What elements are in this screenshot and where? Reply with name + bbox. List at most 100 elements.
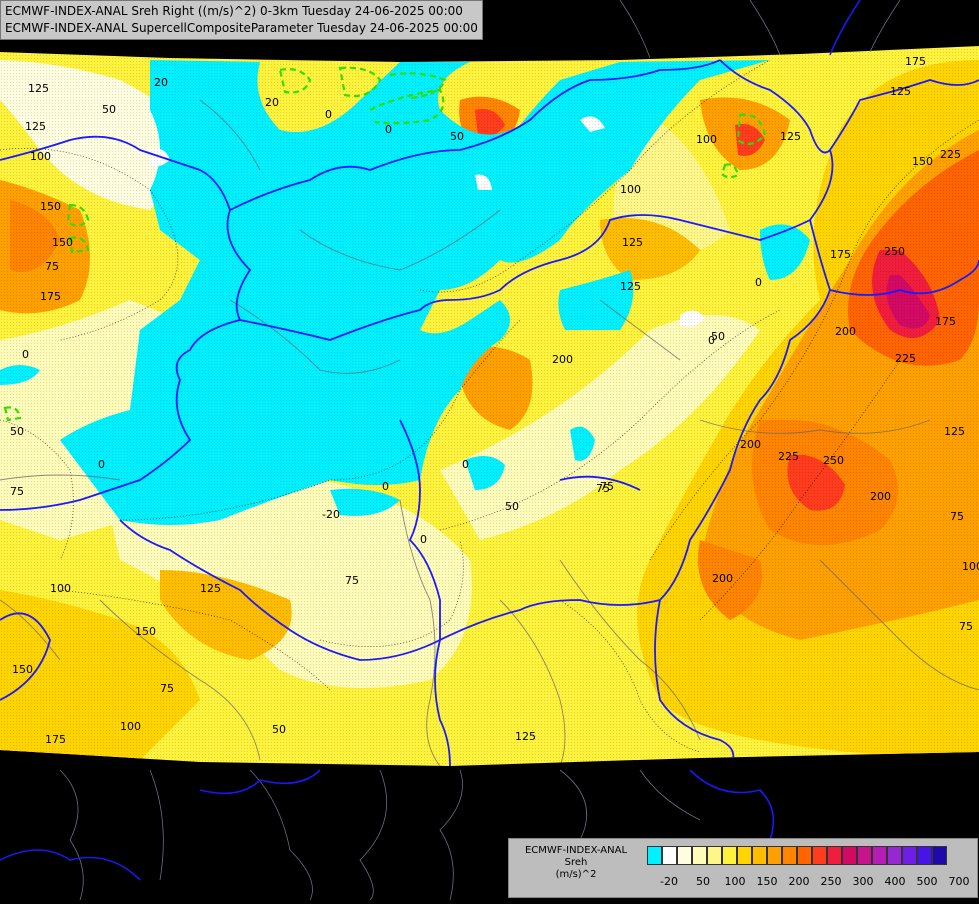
legend-swatch <box>902 846 917 865</box>
contour-label: 100 <box>696 133 717 146</box>
contour-label: 225 <box>895 352 916 365</box>
legend-color-bar <box>647 846 947 865</box>
legend-swatch <box>842 846 857 865</box>
legend-swatch <box>647 846 662 865</box>
legend-title-unit: (m/s)^2 <box>555 869 597 880</box>
contour-label: 50 <box>450 130 464 143</box>
contour-label: 100 <box>50 582 71 595</box>
legend-title: ECMWF-INDEX-ANAL Sreh (m/s)^2 <box>513 845 639 881</box>
legend-tick-label: 50 <box>696 875 710 888</box>
contour-label: 200 <box>552 353 573 366</box>
contour-label: 75 <box>596 482 610 495</box>
legend-swatch <box>782 846 797 865</box>
contour-label: 225 <box>778 450 799 463</box>
contour-label: 0 <box>325 108 332 121</box>
legend-tick-label: 100 <box>724 875 746 888</box>
contour-label: 50 <box>102 103 116 116</box>
contour-label: 150 <box>12 663 33 676</box>
legend-swatch <box>932 846 947 865</box>
contour-label: 75 <box>959 620 973 633</box>
contour-label: 50 <box>711 330 725 343</box>
legend-swatch <box>797 846 812 865</box>
contour-label: 20 <box>154 76 168 89</box>
contour-label: 125 <box>515 730 536 743</box>
header-line-2: ECMWF-INDEX-ANAL SupercellCompositeParam… <box>5 21 478 35</box>
legend-ticks: -20 50 100 150 200 250 300 400 500 700 <box>647 875 977 889</box>
contour-label: 125 <box>944 425 965 438</box>
legend-swatch <box>917 846 932 865</box>
contour-label: 100 <box>30 150 51 163</box>
contour-label: -20 <box>322 508 340 521</box>
color-legend: ECMWF-INDEX-ANAL Sreh (m/s)^2 -20 50 100 15… <box>508 838 978 898</box>
contour-label: 125 <box>28 82 49 95</box>
contour-label: 125 <box>200 582 221 595</box>
contour-label: 175 <box>905 55 926 68</box>
contour-label: 125 <box>620 280 641 293</box>
contour-label: 100 <box>962 560 979 573</box>
contour-label: 20 <box>265 96 279 109</box>
legend-swatch <box>887 846 902 865</box>
contour-label: 150 <box>52 236 73 249</box>
contour-label: 50 <box>505 500 519 513</box>
contour-label: 150 <box>912 155 933 168</box>
contour-label: 100 <box>620 183 641 196</box>
contour-label: 100 <box>120 720 141 733</box>
contour-label: 0 <box>708 334 715 347</box>
legend-tick-label: 250 <box>820 875 842 888</box>
contour-label: 75 <box>45 260 59 273</box>
contour-label: 0 <box>382 480 389 493</box>
contour-label: 0 <box>462 458 469 471</box>
contour-label: 125 <box>890 85 911 98</box>
legend-swatch <box>722 846 737 865</box>
contour-label: 200 <box>835 325 856 338</box>
legend-swatch <box>677 846 692 865</box>
legend-swatch <box>662 846 677 865</box>
contour-label: 175 <box>40 290 61 303</box>
legend-tick-label: 300 <box>852 875 874 888</box>
legend-swatch <box>692 846 707 865</box>
contour-label: 50 <box>272 723 286 736</box>
country-borders <box>0 59 979 766</box>
legend-tick-label: 150 <box>756 875 778 888</box>
contour-label: 0 <box>98 458 105 471</box>
contour-label: 200 <box>870 490 891 503</box>
legend-swatch <box>857 846 872 865</box>
sreh-field <box>0 46 979 766</box>
contour-label: 0 <box>385 123 392 136</box>
legend-swatch <box>827 846 842 865</box>
contour-label: 0 <box>420 533 427 546</box>
contour-label: 0 <box>22 348 29 361</box>
contour-label: 125 <box>622 236 643 249</box>
contour-label: 225 <box>940 148 961 161</box>
legend-swatch <box>812 846 827 865</box>
contour-label: 150 <box>135 625 156 638</box>
header-line-1: ECMWF-INDEX-ANAL Sreh Right ((m/s)^2) 0-… <box>5 4 463 18</box>
contour-label: 250 <box>884 245 905 258</box>
contour-label: 75 <box>345 574 359 587</box>
legend-tick-label: 200 <box>788 875 810 888</box>
contour-label: 125 <box>25 120 46 133</box>
legend-tick-label: -20 <box>660 875 678 888</box>
legend-swatch <box>872 846 887 865</box>
contour-label: 75 <box>160 682 174 695</box>
legend-tick-label: 400 <box>884 875 906 888</box>
legend-swatch <box>707 846 722 865</box>
legend-swatch <box>737 846 752 865</box>
contour-label: 75 <box>600 480 614 493</box>
contour-label: 50 <box>10 425 24 438</box>
contour-label: 175 <box>45 733 66 746</box>
legend-swatch <box>752 846 767 865</box>
legend-tick-label: 700 <box>948 875 970 888</box>
contour-label: 0 <box>755 276 762 289</box>
contour-label: 75 <box>950 510 964 523</box>
contour-label: 250 <box>823 454 844 467</box>
contour-label: 200 <box>712 572 733 585</box>
map-header: ECMWF-INDEX-ANAL Sreh Right ((m/s)^2) 0-… <box>0 0 483 40</box>
legend-title-model: ECMWF-INDEX-ANAL <box>524 845 628 856</box>
contour-label: 175 <box>935 315 956 328</box>
legend-tick-label: 500 <box>916 875 938 888</box>
contour-label: 75 <box>10 485 24 498</box>
contour-label: 125 <box>780 130 801 143</box>
